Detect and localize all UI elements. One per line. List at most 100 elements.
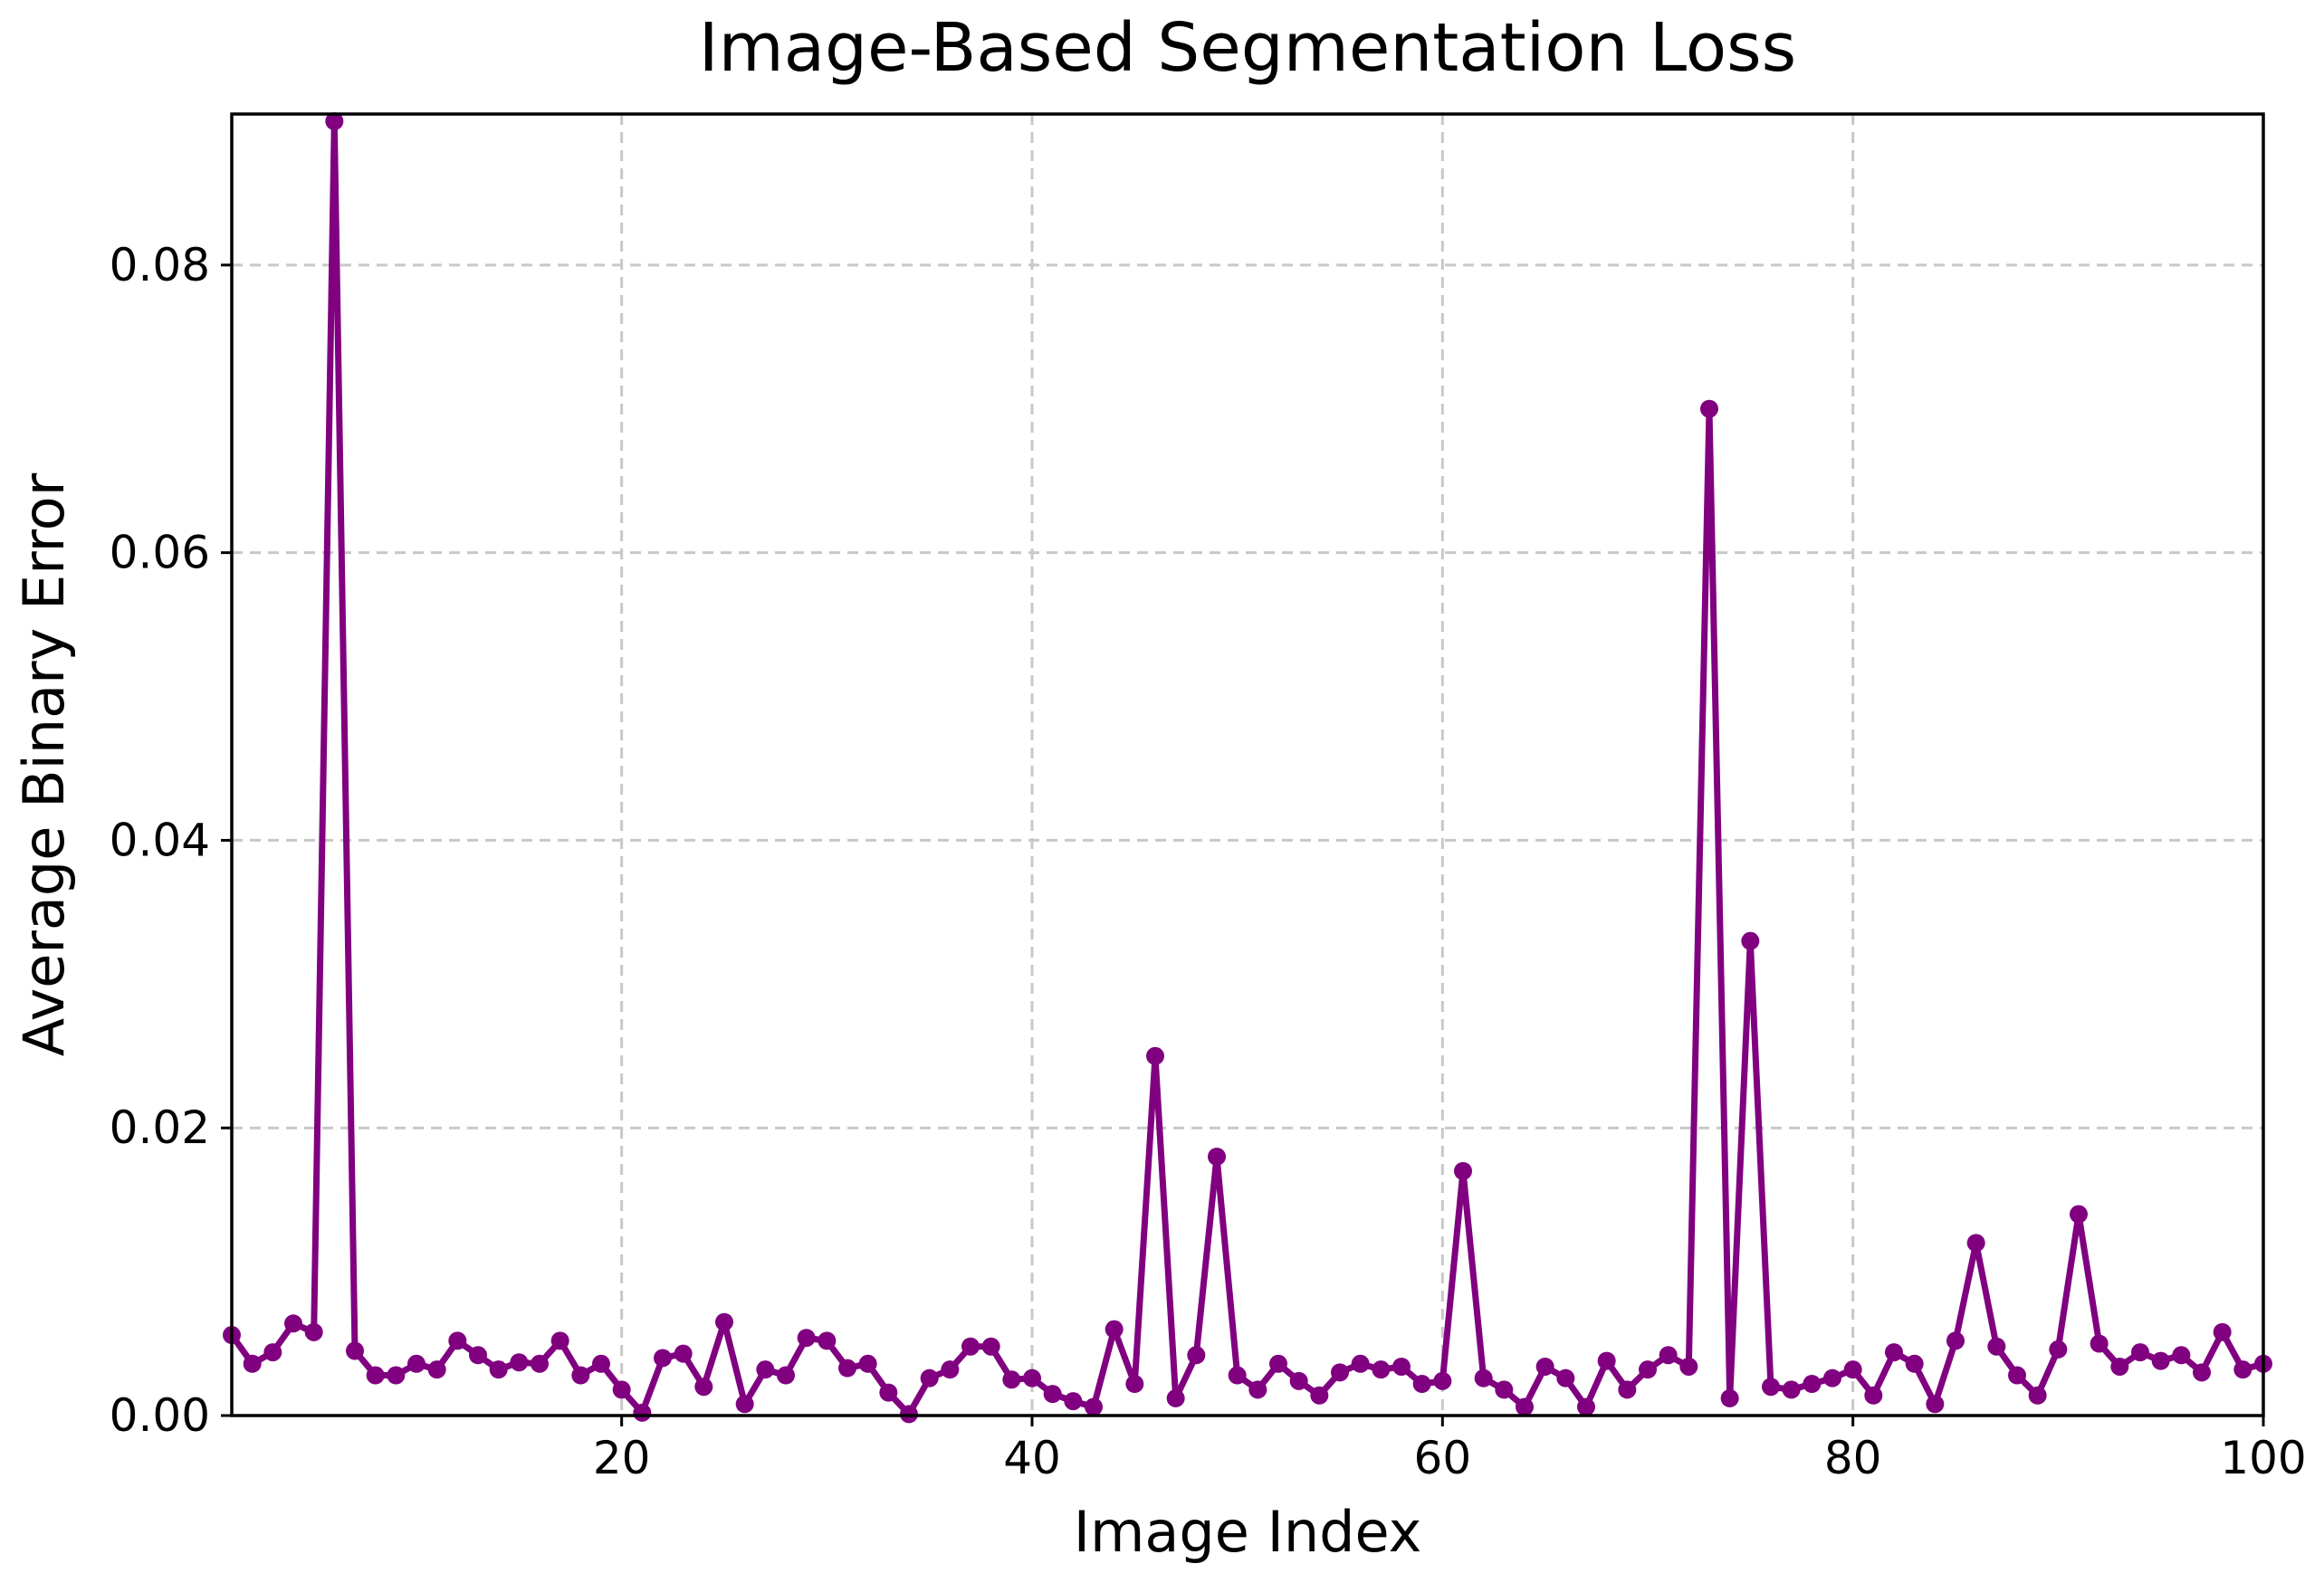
- data-point: [1700, 399, 1718, 418]
- data-point: [325, 111, 344, 130]
- data-point: [981, 1337, 1000, 1356]
- data-point: [346, 1341, 364, 1360]
- data-point: [1741, 931, 1760, 950]
- data-point: [735, 1395, 754, 1414]
- data-point: [489, 1360, 508, 1379]
- data-point: [1946, 1331, 1965, 1350]
- y-tick-label: 0.04: [110, 814, 210, 866]
- data-point: [797, 1329, 816, 1348]
- data-point: [1105, 1320, 1124, 1339]
- data-point: [510, 1353, 529, 1372]
- plot-area-frame: [230, 112, 2265, 1417]
- data-point: [2213, 1322, 2232, 1341]
- data-point: [1618, 1380, 1637, 1399]
- data-point: [654, 1349, 672, 1368]
- data-point: [1351, 1354, 1370, 1373]
- data-point: [879, 1383, 898, 1402]
- y-tick-label: 0.02: [110, 1101, 210, 1154]
- grid-lines: [232, 114, 2263, 1416]
- axis-ticks: 20 40 60 80 100 0.00 0.02 0.04 0.06 0.08: [110, 239, 2307, 1484]
- data-point: [571, 1366, 590, 1385]
- data-point: [366, 1366, 385, 1385]
- data-point: [2070, 1205, 2088, 1224]
- data-point: [1864, 1386, 1883, 1405]
- data-point: [2151, 1351, 2170, 1370]
- data-point: [1659, 1346, 1678, 1365]
- data-point: [2193, 1363, 2211, 1382]
- data-point: [1166, 1388, 1185, 1407]
- data-point: [1208, 1147, 1226, 1166]
- data-point: [1146, 1046, 1164, 1065]
- data-point: [1843, 1360, 1862, 1379]
- data-point: [2233, 1360, 2252, 1379]
- data-point: [1823, 1368, 1841, 1388]
- series-line: [229, 118, 2264, 1417]
- data-point: [1516, 1397, 1534, 1416]
- data-point: [1392, 1357, 1411, 1376]
- data-point: [777, 1366, 795, 1385]
- data-point: [2172, 1346, 2191, 1365]
- data-point: [715, 1312, 733, 1331]
- data-point: [1474, 1368, 1493, 1388]
- data-point: [858, 1354, 877, 1373]
- data-point: [1023, 1368, 1041, 1388]
- x-axis-label: Image Index: [1074, 1499, 1422, 1565]
- data-point: [1125, 1375, 1144, 1394]
- data-point: [2049, 1340, 2068, 1359]
- chart-title: Image-Based Segmentation Loss: [699, 9, 1796, 87]
- data-point: [1639, 1360, 1657, 1379]
- data-point: [818, 1331, 837, 1350]
- y-tick-label: 0.06: [110, 527, 210, 579]
- data-point: [263, 1343, 282, 1362]
- data-point: [1597, 1351, 1616, 1370]
- data-point: [387, 1366, 406, 1385]
- data-point: [531, 1354, 549, 1373]
- data-point: [1002, 1370, 1021, 1389]
- data-point: [1187, 1346, 1206, 1365]
- data-point: [674, 1344, 693, 1363]
- data-point: [304, 1322, 323, 1341]
- data-point: [1905, 1354, 1924, 1373]
- data-point: [1310, 1386, 1329, 1405]
- data-point: [2131, 1343, 2149, 1362]
- data-point: [920, 1368, 939, 1388]
- data-point: [592, 1354, 610, 1373]
- data-point: [961, 1337, 980, 1356]
- x-tick-label: 60: [1414, 1432, 1472, 1484]
- data-point: [1885, 1343, 1903, 1362]
- data-point: [2028, 1386, 2047, 1405]
- data-point: [2008, 1366, 2026, 1385]
- data-point: [550, 1331, 569, 1350]
- x-tick-label: 20: [593, 1432, 651, 1484]
- data-point: [427, 1360, 446, 1379]
- data-point: [1803, 1375, 1822, 1394]
- data-point: [1064, 1392, 1083, 1411]
- data-point: [1248, 1380, 1267, 1399]
- data-point: [1495, 1380, 1514, 1399]
- data-point: [243, 1354, 262, 1373]
- x-tick-label: 80: [1824, 1432, 1882, 1484]
- data-point: [1782, 1380, 1801, 1399]
- data-point: [1454, 1161, 1472, 1180]
- data-point: [1372, 1360, 1391, 1379]
- data-point: [838, 1359, 856, 1378]
- x-tick-label: 40: [1003, 1432, 1061, 1484]
- data-point: [407, 1354, 426, 1373]
- data-point: [756, 1360, 775, 1379]
- data-series: [223, 111, 2272, 1424]
- data-point: [1433, 1371, 1452, 1390]
- data-point: [1228, 1366, 1247, 1385]
- y-axis-label: Average Binary Error: [11, 472, 77, 1056]
- data-point: [1577, 1397, 1595, 1416]
- data-point: [1535, 1357, 1554, 1376]
- data-point: [448, 1331, 467, 1350]
- data-point: [1720, 1388, 1739, 1407]
- y-tick-label: 0.08: [110, 239, 210, 291]
- data-point: [694, 1378, 713, 1397]
- data-point: [941, 1360, 960, 1379]
- data-point: [1762, 1378, 1780, 1397]
- data-point: [612, 1380, 631, 1399]
- data-point: [1679, 1357, 1698, 1376]
- x-tick-label: 100: [2220, 1432, 2306, 1484]
